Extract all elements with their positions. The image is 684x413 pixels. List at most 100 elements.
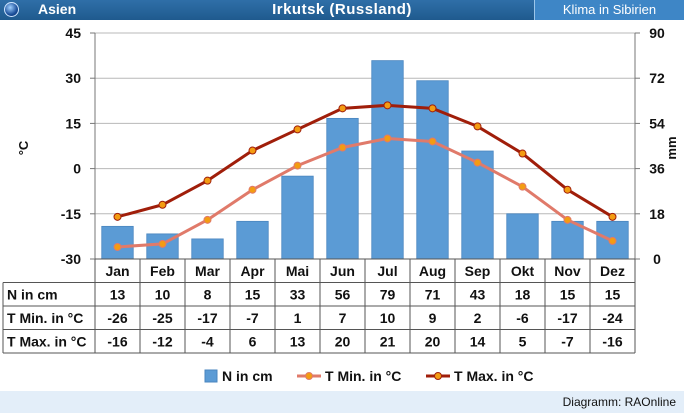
point-2-Jan [113,212,122,221]
left-tick-label: 0 [73,161,81,177]
line-series-2 [117,103,614,219]
category-label: Dez [600,263,625,279]
legend-marker [305,372,313,380]
point-1-Okt [518,182,527,191]
table-cell: 5 [519,334,527,350]
right-tick-label: 90 [649,25,665,41]
table-cell: 56 [335,287,351,303]
point-2-Aug [428,104,437,113]
table-cell: 43 [470,287,486,303]
bar-Nov [551,220,584,260]
point-1-Nov [563,215,572,224]
table-row-label: T Max. in °C [7,334,87,350]
table-cell: -12 [152,334,172,350]
bar-Apr [236,220,269,260]
category-label: Mai [286,263,309,279]
right-tick-label: 36 [649,161,665,177]
point-1-Sep [473,158,482,167]
table-cell: 10 [155,287,171,303]
point-2-Sep [473,122,482,131]
table-cell: -16 [107,334,127,350]
table-cell: 2 [474,310,482,326]
legend-label: N in cm [222,368,273,384]
table-cell: 15 [605,287,621,303]
point-1-Mai [293,161,302,170]
table-cell: -7 [561,334,574,350]
table-cell: 18 [515,287,531,303]
table-cell: -4 [201,334,214,350]
table-cell: 9 [429,310,437,326]
point-1-Feb [158,239,167,248]
point-2-Mai [293,125,302,134]
point-1-Aug [428,137,437,146]
right-tick-label: 0 [653,251,661,267]
table-cell: -17 [557,310,577,326]
left-tick-label: -15 [61,206,81,222]
point-2-Nov [563,185,572,194]
category-label: Sep [465,263,491,279]
precip-bars [101,60,629,260]
table-cell: 7 [339,310,347,326]
legend-label: T Max. in °C [454,368,534,384]
table-cell: 71 [425,287,441,303]
table-cell: -6 [516,310,529,326]
bar-Jan [101,225,134,260]
bar-Mar [191,238,224,260]
table-cell: 20 [335,334,351,350]
table-cell: -17 [197,310,217,326]
category-label: Jun [330,263,355,279]
point-2-Jun [338,104,347,113]
table-cell: 20 [425,334,441,350]
table-cell: 14 [470,334,486,350]
region-link[interactable]: Asien [0,0,110,20]
point-2-Feb [158,200,167,209]
point-1-Jul [383,134,392,143]
table-cell: -7 [246,310,259,326]
category-label: Nov [554,263,581,279]
data-table: Jan Feb Mar Apr Mai Jun Jul Aug Sep Okt Nov Dez N in… [2,258,636,354]
right-tick-label: 18 [649,206,665,222]
table-cell: -16 [602,334,622,350]
category-label: Jan [105,263,129,279]
point-2-Jul [383,101,392,110]
region-label: Asien [38,1,77,17]
category-label: Okt [511,263,535,279]
climate-link[interactable]: Klima in Sibirien [534,0,684,20]
legend-marker [434,372,442,380]
right-axis-title: mm [664,136,679,159]
globe-icon [4,2,19,17]
table-cell: 13 [110,287,126,303]
point-2-Apr [248,146,257,155]
table-row-label: T Min. in °C [7,310,83,326]
table-cell: 13 [290,334,306,350]
temp-lines [113,101,617,251]
table-cell: 6 [249,334,257,350]
left-tick-label: 45 [65,25,81,41]
bar-Jul [371,60,404,260]
point-1-Mar [203,215,212,224]
header-bar: Asien Irkutsk (Russland) Klima in Sibiri… [0,0,684,20]
category-label: Apr [240,263,265,279]
left-tick-label: 15 [65,115,81,131]
bar-Jun [326,117,359,260]
left-tick-label: 30 [65,70,81,86]
point-1-Jan [113,242,122,251]
table-cell: 79 [380,287,396,303]
credit-text: Diagramm: RAOnline [562,395,676,409]
left-axis-title: °C [16,140,31,155]
bar-Mai [281,175,314,260]
legend-label: T Min. in °C [325,368,401,384]
right-tick-label: 72 [649,70,665,86]
category-label: Feb [150,263,175,279]
legend-swatch-precip [204,369,218,383]
category-label: Aug [419,263,446,279]
point-2-Mar [203,176,212,185]
category-label: Jul [377,263,397,279]
chart-axes: 45 90 30 72 15 54 0 36 -15 18 -30 0 °C mm [16,25,679,267]
table-cell: 1 [294,310,302,326]
table-cell: -24 [602,310,622,326]
bar-Okt [506,213,539,260]
table-row-label: N in cm [7,287,58,303]
line-series-1 [117,136,614,249]
